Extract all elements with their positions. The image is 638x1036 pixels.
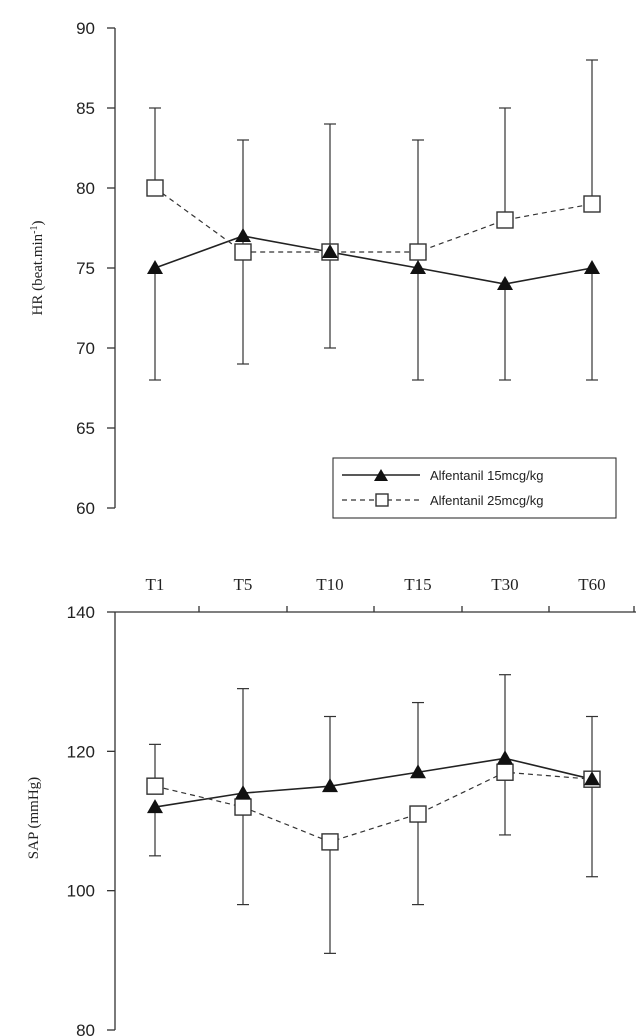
category-label: T10 (316, 575, 343, 594)
category-label: T5 (234, 575, 253, 594)
hr-y-axis-title: HR (beat.min-1) (29, 221, 47, 316)
hr-y-tick-label: 75 (76, 259, 95, 278)
sap-error-bars (149, 674, 598, 954)
hr-legend-box (332, 457, 617, 519)
sap-marker-square (409, 805, 427, 823)
hr-y-tick-label: 85 (76, 99, 95, 118)
sap-series-line-2 (154, 771, 593, 843)
legend-label-25: Alfentanil 25mcg/kg (430, 493, 543, 508)
category-labels: T1 T5 T10 T15 T30 T60 (146, 575, 606, 594)
category-label: T30 (491, 575, 518, 594)
sap-x-ticks (198, 606, 635, 612)
legend-entry-25: Alfentanil 25mcg/kg (342, 493, 543, 508)
hr-marker-triangle (497, 276, 513, 290)
hr-error-bars (149, 59, 598, 381)
sap-marker-square (321, 833, 339, 851)
sap-y-tick-label: 80 (76, 1021, 95, 1036)
sap-marker-triangle (584, 771, 600, 786)
sap-y-tick-label: 100 (67, 882, 95, 901)
hr-y-tick-label: 70 (76, 339, 95, 358)
hr-marker-triangle (147, 260, 163, 274)
sap-marker-square (146, 777, 164, 795)
legend-marker-square (375, 493, 389, 507)
sap-y-tick-label: 120 (67, 742, 95, 761)
sap-markers (146, 750, 601, 851)
legend-marker-triangle (374, 469, 388, 481)
hr-y-tick-label: 65 (76, 419, 95, 438)
hr-markers (146, 179, 601, 290)
hr-marker-triangle (410, 260, 426, 274)
hr-marker-square (234, 243, 252, 261)
hr-marker-triangle (322, 244, 338, 258)
sap-marker-triangle (147, 799, 163, 814)
category-label: T1 (146, 575, 165, 594)
hr-legend: Alfentanil 15mcg/kg Alfentanil 25mcg/kg (332, 457, 617, 519)
hr-marker-square (496, 211, 514, 229)
legend-label-15: Alfentanil 15mcg/kg (430, 468, 543, 483)
sap-marker-square (234, 798, 252, 816)
hr-marker-square (409, 243, 427, 261)
hr-marker-square (146, 179, 164, 197)
sap-y-tick-label: 140 (67, 603, 95, 622)
sap-marker-triangle (497, 750, 513, 765)
hr-y-tick-label: 60 (76, 499, 95, 518)
hr-series-line-1 (154, 235, 593, 285)
sap-series-line-1 (154, 757, 593, 808)
sap-marker-square (496, 763, 514, 781)
sap-chart: 80 100 120 140 SAP (mmHg) (26, 603, 636, 1036)
category-label: T15 (404, 575, 431, 594)
hr-y-tick-label: 80 (76, 179, 95, 198)
sap-marker-triangle (322, 778, 338, 793)
hr-marker-triangle (584, 260, 600, 274)
hr-series-lines (154, 187, 593, 285)
legend-entry-15: Alfentanil 15mcg/kg (342, 468, 543, 483)
sap-marker-triangle (410, 764, 426, 779)
sap-y-ticks: 80 100 120 140 (67, 603, 115, 1036)
sap-marker-triangle (235, 785, 251, 800)
hr-marker-triangle (235, 228, 251, 242)
hr-chart: 60 65 70 75 80 85 90 HR (beat.min-1) Alfentani… (29, 19, 617, 519)
hr-y-ticks: 60 65 70 75 80 85 90 (76, 19, 115, 518)
hr-marker-square (583, 195, 601, 213)
sap-y-axis-title: SAP (mmHg) (26, 777, 42, 859)
sap-series-lines (154, 757, 593, 843)
category-label: T60 (578, 575, 605, 594)
hr-y-tick-label: 90 (76, 19, 95, 38)
hr-series-line-2 (154, 187, 593, 253)
